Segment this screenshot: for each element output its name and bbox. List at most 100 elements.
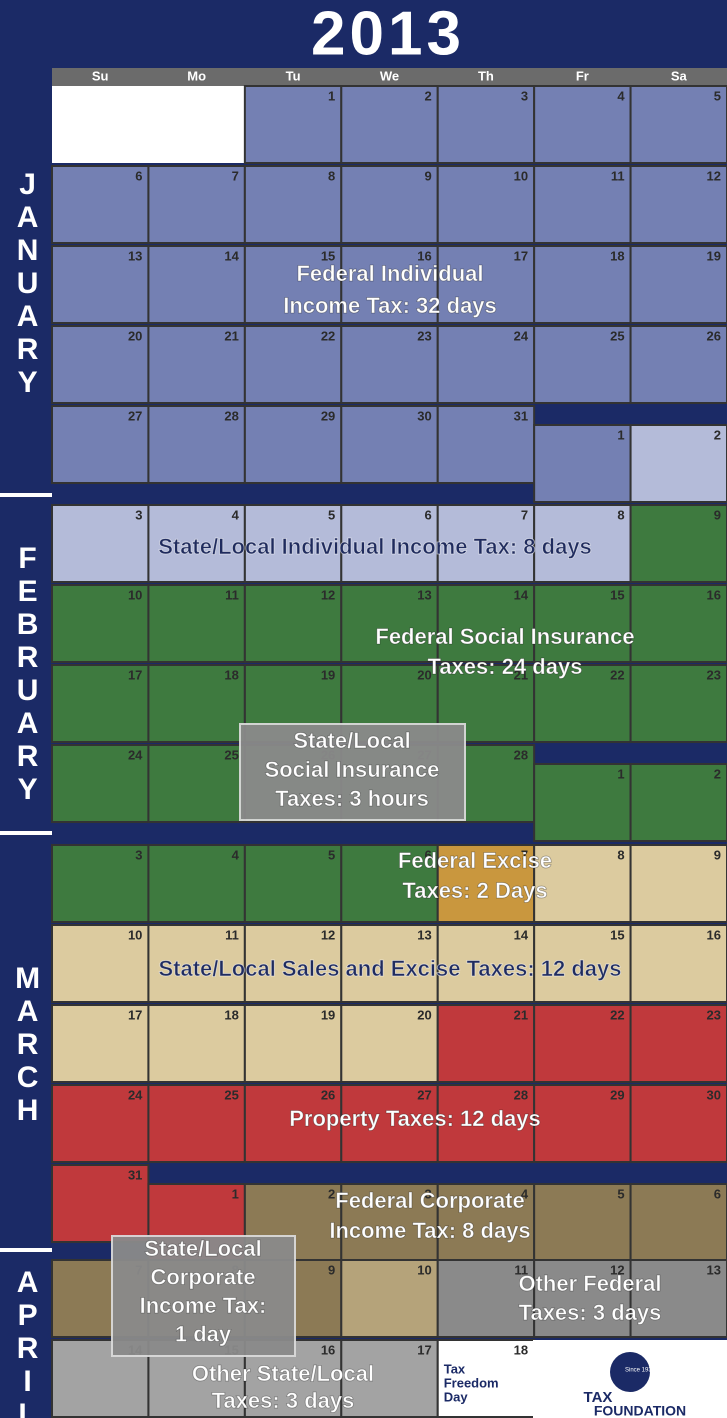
day-cell — [51, 165, 150, 244]
day-number: 31 — [128, 1167, 142, 1182]
logo-text: TAX — [584, 1389, 613, 1406]
day-number: 6 — [424, 507, 431, 522]
day-number: 11 — [514, 1262, 528, 1277]
blank-cells — [52, 86, 245, 163]
day-cell — [51, 405, 150, 484]
day-cell — [533, 165, 632, 244]
day-cell — [51, 664, 150, 743]
day-cell — [533, 1259, 632, 1338]
logo-text: FOUNDATION — [594, 1403, 686, 1418]
label-box — [111, 1235, 296, 1357]
day-number: 30 — [417, 408, 431, 423]
day-number: 27 — [417, 1087, 431, 1102]
day-cell — [629, 924, 727, 1003]
tax-label: Other State/Local — [192, 1361, 374, 1386]
day-cell — [51, 245, 150, 324]
day-cell — [51, 584, 150, 663]
day-number: 17 — [128, 1007, 142, 1022]
day-number: 20 — [417, 1007, 431, 1022]
tax-label: State/Local — [293, 728, 410, 753]
tax-label: Taxes: 24 days — [428, 654, 583, 679]
title: 2013 — [311, 0, 465, 68]
tax-label: Taxes: 3 hours — [275, 786, 429, 811]
day-number: 9 — [328, 1262, 335, 1277]
day-number: 17 — [417, 1342, 431, 1357]
tax-label: Property Taxes: 12 days — [289, 1106, 541, 1131]
day-number: 19 — [321, 667, 335, 682]
day-number: 21 — [514, 1007, 528, 1022]
day-cell — [147, 325, 246, 404]
tax-label: Taxes: 3 days — [212, 1388, 355, 1413]
day-cell — [436, 1339, 536, 1418]
tax-label: State/Local Individual Income Tax: 8 day… — [158, 534, 592, 559]
weekday: Su — [92, 68, 109, 83]
day-cell — [51, 504, 150, 583]
day-number: 24 — [514, 328, 529, 343]
day-number: 25 — [224, 1087, 238, 1102]
day-cell — [436, 504, 536, 583]
tax-label: Corporate — [150, 1264, 255, 1289]
day-number: 24 — [128, 747, 143, 762]
day-number: 31 — [514, 408, 528, 423]
day-number: 22 — [321, 328, 335, 343]
day-cell — [147, 245, 246, 324]
day-cell — [51, 325, 150, 404]
day-cell — [243, 165, 343, 244]
logo-seal — [610, 1352, 650, 1392]
day-cell — [340, 405, 439, 484]
tax-label: Other Federal — [518, 1271, 661, 1296]
weekday: Mo — [187, 68, 206, 83]
tax-label: 1 day — [175, 1321, 232, 1346]
day-number: 9 — [424, 168, 431, 183]
day-cell — [340, 844, 439, 923]
day-cell — [629, 1183, 727, 1262]
tax-label: Federal Corporate — [335, 1188, 525, 1213]
day-number: 15 — [321, 248, 335, 263]
day-cell — [629, 504, 727, 583]
weekday: Th — [478, 68, 494, 83]
day-cell — [340, 165, 439, 244]
day-cell — [243, 325, 343, 404]
day-number: 3 — [135, 507, 142, 522]
day-number: 13 — [417, 927, 431, 942]
day-number: 18 — [610, 248, 624, 263]
day-number: 3 — [135, 847, 142, 862]
day-number: 5 — [328, 507, 335, 522]
day-number: 12 — [321, 927, 335, 942]
day-number: 8 — [617, 847, 624, 862]
day-cell — [340, 504, 439, 583]
freedom-day-text: Tax — [444, 1361, 466, 1376]
day-cell — [340, 245, 439, 324]
weekday: We — [380, 68, 399, 83]
day-cell — [533, 664, 632, 743]
day-cell — [243, 405, 343, 484]
day-number: 6 — [424, 847, 431, 862]
day-cell — [436, 165, 536, 244]
day-cell — [340, 1339, 439, 1418]
day-number: 6 — [135, 168, 142, 183]
weekday: Tu — [286, 68, 301, 83]
day-cell — [629, 1084, 727, 1163]
day-number: 13 — [707, 1262, 721, 1277]
day-cell — [533, 424, 632, 503]
day-number: 28 — [514, 747, 528, 762]
day-cell — [243, 1004, 343, 1083]
day-number: 8 — [328, 168, 335, 183]
day-number: 12 — [610, 1262, 624, 1277]
day-number: 28 — [224, 408, 238, 423]
tax-label: Social Insurance — [265, 757, 440, 782]
day-cell — [51, 924, 150, 1003]
day-cell — [51, 1004, 150, 1083]
tax-label: Federal Excise — [398, 848, 552, 873]
day-cell — [629, 245, 727, 324]
day-number: 4 — [521, 1186, 529, 1201]
day-number: 28 — [514, 1087, 528, 1102]
day-cell — [147, 1084, 246, 1163]
day-cell — [340, 1259, 439, 1338]
day-number: 10 — [417, 1262, 431, 1277]
day-cell — [147, 924, 246, 1003]
day-cell — [340, 924, 439, 1003]
day-number: 29 — [321, 408, 335, 423]
